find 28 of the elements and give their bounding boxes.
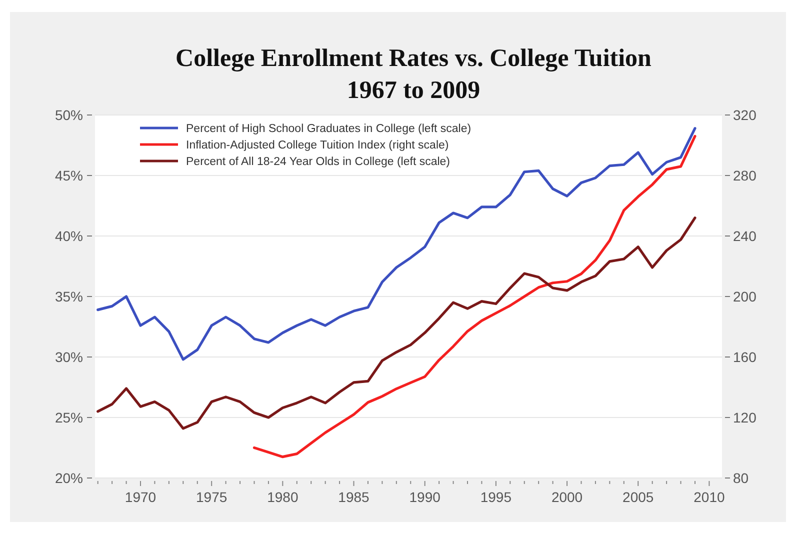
y2-tick-label: 240	[733, 228, 757, 244]
y-tick-label: 50%	[54, 107, 83, 123]
y2-tick-label: 80	[733, 470, 749, 486]
y2-tick-label: 160	[733, 349, 757, 365]
y-tick-label: 35%	[54, 288, 83, 304]
legend-label: Percent of All 18-24 Year Olds in College (left scale)	[186, 156, 450, 168]
x-tick-label: 1975	[196, 489, 228, 505]
y2-tick-label: 320	[733, 107, 757, 123]
y-tick-label: 30%	[54, 349, 83, 365]
y-tick-label: 25%	[54, 410, 83, 426]
y2-tick-label: 280	[733, 168, 757, 184]
legend-label: Percent of High School Graduates in College (left scale)	[186, 123, 472, 135]
x-tick-label: 1985	[338, 489, 370, 505]
y-tick-label: 40%	[54, 228, 83, 244]
y-tick-label: 20%	[54, 470, 83, 486]
x-tick-label: 2010	[694, 489, 725, 505]
y2-tick-label: 120	[733, 410, 757, 426]
x-tick-label: 2005	[622, 489, 654, 505]
chart-title: College Enrollment Rates vs. College Tuition 1967 to 2009	[176, 45, 652, 104]
x-tick-label: 2000	[551, 489, 583, 505]
x-tick-label: 1990	[409, 489, 441, 505]
line-series	[96, 216, 696, 430]
legend-label: Inflation-Adjusted College Tuition Index (right scale)	[186, 140, 449, 152]
x-tick-label: 1970	[124, 489, 156, 505]
y2-tick-label: 200	[733, 288, 757, 304]
x-tick-label: 1995	[480, 489, 512, 505]
y-tick-label: 45%	[54, 168, 83, 184]
x-tick-label: 1980	[267, 489, 298, 505]
